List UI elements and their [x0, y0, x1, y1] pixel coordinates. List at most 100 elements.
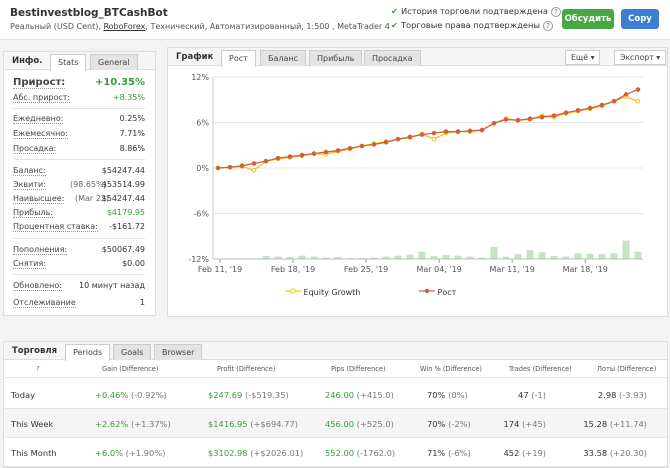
data-point — [635, 87, 641, 92]
interest-value: -$161.72 — [109, 222, 145, 231]
data-point — [419, 132, 425, 137]
x-tick-label: Mar 04, '19 — [416, 265, 461, 274]
check-icon: ✔ — [391, 20, 398, 30]
divider — [13, 238, 145, 239]
growth-label: Прирост: — [13, 77, 66, 89]
volume-bar — [598, 254, 606, 259]
help-icon[interactable]: ? — [543, 21, 553, 31]
updated-row: Обновлено: 10 минут назад — [13, 281, 145, 293]
col-profit[interactable]: Profit (Difference) — [217, 365, 276, 373]
data-point — [227, 164, 233, 170]
balance-value: $54247.44 — [101, 166, 145, 175]
x-tick-label: Feb 25, '19 — [344, 265, 388, 274]
volume-bar — [550, 256, 558, 259]
copy-button[interactable]: Copy — [621, 9, 659, 29]
tab-stats[interactable]: Stats — [50, 54, 87, 71]
highest-date: (Mar 22) — [75, 194, 110, 203]
volume-bar — [478, 257, 486, 259]
equity-label: Эквити: — [13, 180, 46, 190]
win-cell-diff: (-2%) — [448, 419, 471, 429]
volume-bar — [622, 240, 630, 259]
info-tabs: Инфо. Stats General — [4, 52, 155, 71]
data-point — [395, 136, 401, 142]
tab-browser[interactable]: Browser — [154, 344, 203, 360]
col-win[interactable]: Win % (Difference) — [420, 365, 482, 373]
interest-row: Процентная ставка: -$161.72 — [13, 222, 145, 234]
gain-cell: +0.46% (-0.92%) — [95, 390, 167, 400]
lots-cell-value: 33.58 — [583, 448, 608, 458]
abs-growth-value: +8.35% — [112, 93, 145, 102]
col-gain[interactable]: Gain (Difference) — [102, 365, 159, 373]
broker-link[interactable]: RoboForex — [103, 22, 146, 31]
data-point — [443, 129, 449, 134]
daily-label: Ежедневно: — [13, 114, 64, 124]
equity-percent: (98.65%) — [70, 180, 107, 189]
export-dropdown[interactable]: Экспорт ▾ — [614, 50, 667, 65]
balance-label: Баланс: — [13, 166, 46, 176]
y-tick-label: -12% — [188, 255, 209, 264]
account-type: Реальный (USD Cent), — [10, 22, 104, 31]
col-lots[interactable]: Лоты (Difference) — [597, 365, 657, 373]
legend-growth[interactable]: Рост — [419, 287, 456, 297]
tab-goals[interactable]: Goals — [113, 344, 152, 360]
volume-bar — [322, 257, 330, 259]
trading-tabs: Торговля Periods Goals Browser — [4, 342, 667, 361]
chevron-down-icon: ▾ — [656, 53, 661, 62]
period-cell: This Week — [11, 419, 53, 429]
volume-bar — [562, 256, 570, 259]
data-point — [431, 130, 437, 136]
gain-cell-diff: (-0.92%) — [130, 390, 167, 400]
highest-value: $54247.44 — [101, 194, 145, 203]
updated-value: 10 минут назад — [79, 281, 145, 290]
tab-drawdown[interactable]: Просадка — [364, 50, 421, 66]
win-cell-diff: (-6%) — [448, 448, 471, 458]
profit-cell-diff: (+$694.77) — [250, 419, 298, 429]
highest-label: Наивысшее: — [13, 194, 65, 204]
drawdown-value: 8.86% — [119, 144, 145, 153]
x-tick-label: Feb 11, '19 — [198, 265, 242, 274]
trades-cell: 452 (+19) — [504, 448, 546, 458]
help-icon[interactable]: ? — [550, 7, 561, 17]
withdrawals-label: Снятия: — [13, 259, 46, 269]
data-point — [611, 98, 617, 104]
win-cell-value: 71% — [427, 448, 446, 458]
legend-equity[interactable]: Equity Growth — [285, 287, 360, 297]
table-row: Today +0.46% (-0.92%) $247.69 (-$519.35) 24… — [4, 380, 667, 409]
discuss-button[interactable]: Обсудить — [562, 9, 614, 29]
tab-balance[interactable]: Баланс — [260, 50, 307, 66]
graph-title: График — [176, 52, 214, 62]
col-pips[interactable]: Pips (Difference) — [331, 365, 386, 373]
volume-bar — [298, 255, 306, 259]
tab-profit[interactable]: Прибыль — [309, 50, 363, 66]
period-cell-value: This Week — [11, 419, 54, 429]
more-dropdown[interactable]: Ещё ▾ — [565, 50, 601, 65]
data-point — [263, 158, 269, 164]
check-icon: ✔ — [391, 6, 398, 16]
daily-value: 0.25% — [119, 114, 145, 123]
y-tick-label: 0% — [196, 164, 209, 173]
help-icon[interactable]: ? — [36, 365, 40, 373]
volume-bar — [418, 251, 426, 259]
volume-bar — [370, 257, 378, 259]
data-point — [527, 116, 533, 122]
tab-growth[interactable]: Рост — [221, 50, 256, 67]
col-trades[interactable]: Trades (Difference) — [509, 365, 572, 373]
profit-cell-value: $3102.98 — [208, 448, 248, 458]
volume-bar — [394, 255, 402, 259]
profit-cell: $247.69 (-$519.35) — [208, 390, 289, 400]
tab-periods[interactable]: Periods — [65, 344, 111, 361]
export-label: Экспорт — [620, 53, 654, 62]
data-point — [311, 151, 317, 156]
drawdown-label: Просадка: — [13, 144, 57, 154]
data-point — [407, 134, 413, 140]
abs-growth-row: Абс. прирост: +8.35% — [13, 93, 145, 105]
win-cell-value: 70% — [427, 419, 446, 429]
volume-bar — [286, 257, 294, 259]
gain-cell: +6.0% (+1.90%) — [95, 448, 165, 458]
pips-cell-value: 456.00 — [325, 419, 355, 429]
tab-general[interactable]: General — [90, 54, 138, 70]
pips-cell-diff: (+415.0) — [356, 390, 394, 400]
series-line-growth — [217, 88, 639, 169]
volume-bar — [442, 255, 450, 259]
lots-cell: 2.98 (-3.93) — [598, 390, 647, 400]
